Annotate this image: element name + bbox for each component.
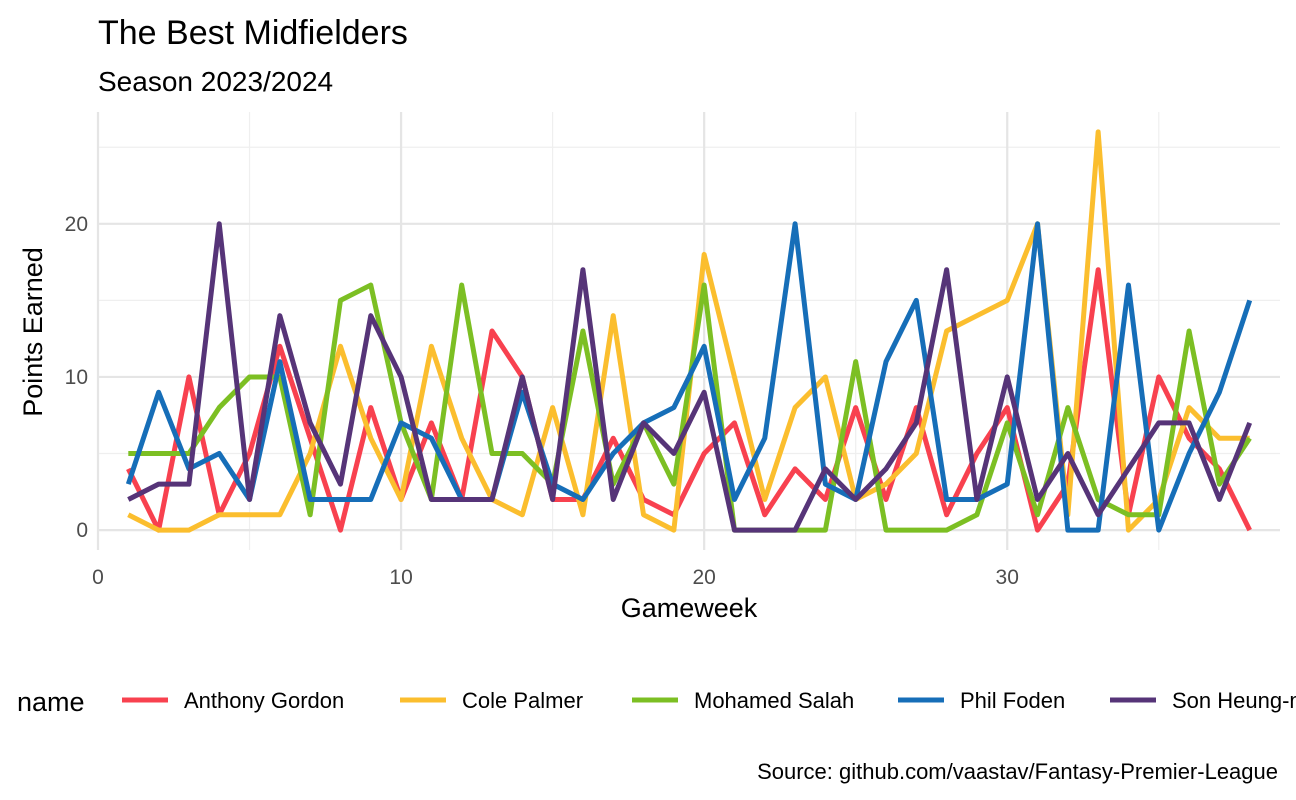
- y-axis-title: Points Earned: [18, 247, 48, 417]
- legend: name Anthony Gordon Cole Palmer Mohamed Sa…: [17, 687, 1296, 717]
- x-tick-label: 0: [92, 566, 104, 589]
- legend-item-cole-palmer: Cole Palmer: [400, 688, 583, 713]
- series-line-son-heung-min: [127, 221, 1253, 533]
- axis-ticks: 0 10 20 30 0 10 20: [65, 213, 1019, 589]
- legend-label-phil-foden: Phil Foden: [960, 688, 1065, 713]
- legend-item-mohamed-salah: Mohamed Salah: [632, 688, 854, 713]
- legend-label-mohamed-salah: Mohamed Salah: [694, 688, 854, 713]
- y-tick-label: 20: [65, 213, 88, 236]
- legend-label-anthony-gordon: Anthony Gordon: [184, 688, 344, 713]
- chart-title: The Best Midfielders: [98, 14, 408, 52]
- legend-title: name: [17, 687, 85, 717]
- series-lines: [125, 129, 1253, 533]
- x-tick-label: 20: [692, 566, 715, 589]
- x-tick-label: 30: [996, 566, 1019, 589]
- legend-label-son-heung-min: Son Heung-min: [1172, 688, 1296, 713]
- series-line-phil-foden: [125, 221, 1253, 533]
- legend-item-phil-foden: Phil Foden: [898, 688, 1065, 713]
- legend-item-son-heung-min: Son Heung-min: [1110, 688, 1296, 713]
- legend-item-anthony-gordon: Anthony Gordon: [122, 688, 344, 713]
- x-axis-title: Gameweek: [621, 593, 758, 623]
- y-tick-label: 0: [76, 519, 88, 542]
- chart-caption: Source: github.com/vaastav/Fantasy-Premi…: [757, 759, 1278, 784]
- series-line-mohamed-salah: [128, 282, 1252, 533]
- chart-subtitle: Season 2023/2024: [98, 66, 333, 97]
- x-tick-label: 10: [389, 566, 412, 589]
- y-tick-label: 10: [65, 366, 88, 389]
- legend-label-cole-palmer: Cole Palmer: [462, 688, 583, 713]
- series-line-cole-palmer: [127, 129, 1250, 533]
